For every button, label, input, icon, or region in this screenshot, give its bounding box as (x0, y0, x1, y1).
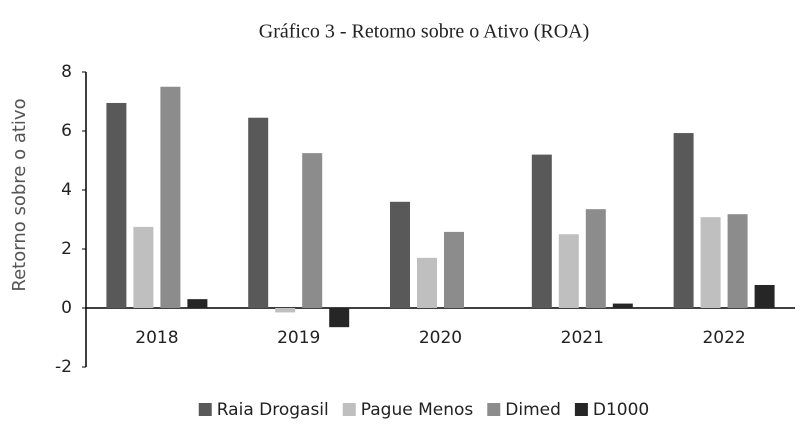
legend-swatch (574, 403, 588, 416)
legend-swatch (487, 403, 501, 416)
bar (754, 284, 775, 308)
bar (612, 303, 633, 308)
legend-label: D1000 (593, 400, 649, 420)
legend-swatch (342, 403, 356, 416)
bar (106, 102, 127, 308)
legend-label: Pague Menos (361, 400, 474, 420)
bar (390, 201, 410, 308)
bar (417, 257, 437, 308)
y-tick-label: 0 (61, 298, 72, 318)
y-tick-label: -2 (55, 357, 72, 377)
x-tick-label: 2022 (702, 328, 745, 348)
bar (727, 214, 748, 308)
y-tick-label: 8 (61, 62, 72, 82)
bar (558, 234, 579, 308)
x-tick-label: 2021 (561, 328, 604, 348)
y-tick-label: 4 (61, 180, 72, 200)
x-tick-label: 2018 (135, 328, 178, 348)
chart-title: Gráfico 3 - Retorno sobre o Ativo (ROA) (259, 21, 590, 43)
bar (187, 299, 208, 308)
y-tick-label: 6 (61, 121, 72, 141)
bar (248, 117, 269, 308)
bar (133, 226, 154, 308)
bar (531, 154, 552, 308)
x-tick-label: 2019 (277, 328, 320, 348)
bar (160, 86, 181, 308)
y-tick-label: 2 (61, 239, 72, 259)
bar (444, 231, 464, 308)
bar (329, 308, 350, 328)
bar (673, 133, 694, 308)
legend-swatch (198, 403, 212, 416)
legend-label: Dimed (505, 400, 561, 420)
bar (275, 308, 296, 313)
bar (302, 153, 323, 308)
y-axis-label: Retorno sobre o ativo (9, 98, 30, 291)
bar (700, 217, 721, 308)
x-tick-label: 2020 (419, 328, 462, 348)
legend-label: Raia Drogasil (217, 400, 329, 420)
bar (585, 209, 606, 308)
